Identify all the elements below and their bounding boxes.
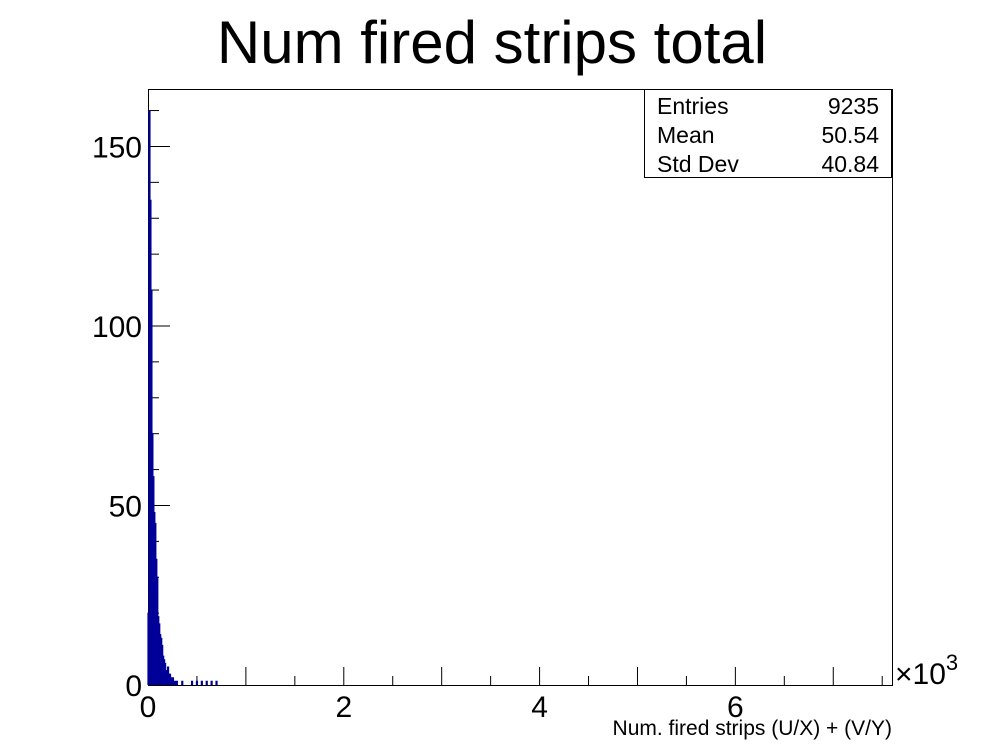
stats-value: 50.54 — [821, 122, 879, 148]
y-tick-label: 100 — [92, 311, 142, 344]
histogram-series — [147, 109, 218, 685]
stats-label: Mean — [657, 122, 715, 148]
x-axis-multiplier: ×103 — [895, 650, 958, 691]
stats-box: Entries 9235 Mean 50.54 Std Dev 40.84 — [644, 89, 892, 178]
x-tick-label: 6 — [727, 691, 744, 724]
y-tick-labels: 0 50 100 150 — [92, 131, 142, 703]
x-tick-label: 4 — [531, 691, 548, 724]
chart-title: Num fired strips total — [217, 9, 767, 76]
stats-label: Entries — [657, 93, 729, 119]
y-tick-label: 0 — [125, 670, 142, 703]
axis-ticks — [147, 110, 883, 686]
stats-row-mean: Mean 50.54 — [657, 122, 879, 150]
y-tick-label: 50 — [109, 490, 142, 523]
x-axis-label: Num. fired strips (U/X) + (V/Y) — [613, 717, 892, 740]
stats-label: Std Dev — [657, 151, 739, 177]
x-tick-label: 0 — [140, 691, 157, 724]
stats-row-entries: Entries 9235 — [657, 93, 879, 121]
x-tick-label: 2 — [335, 691, 352, 724]
x-tick-labels: 0 2 4 6 — [140, 691, 744, 724]
stats-row-std-dev: Std Dev 40.84 — [657, 151, 879, 179]
y-tick-label: 150 — [92, 131, 142, 164]
stats-value: 9235 — [827, 93, 879, 119]
stats-value: 40.84 — [821, 151, 879, 177]
